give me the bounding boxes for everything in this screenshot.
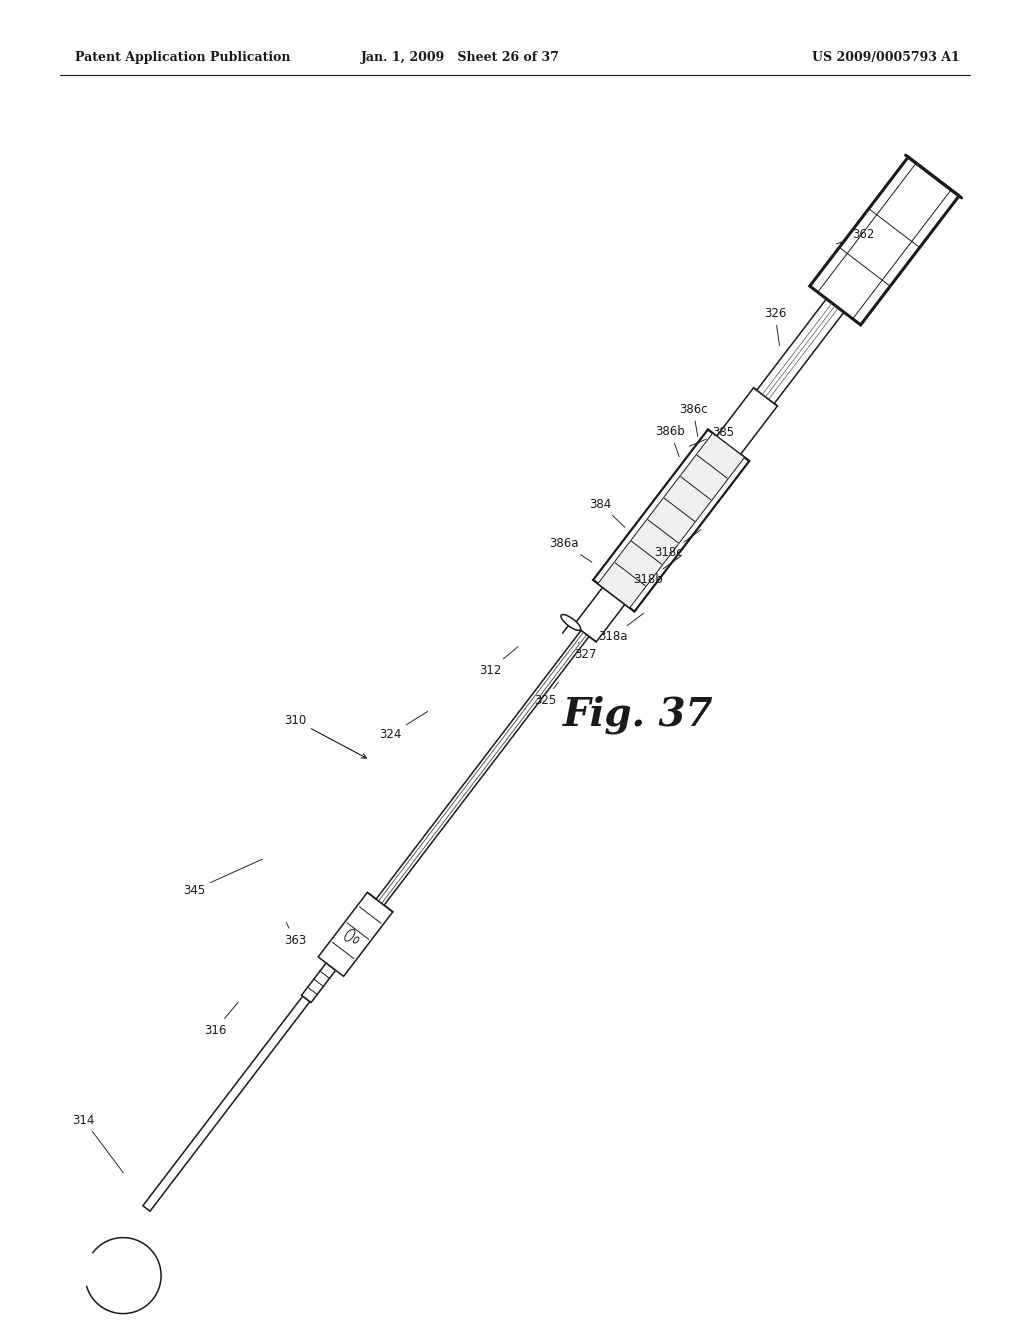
Text: 318a: 318a [598,614,643,643]
Polygon shape [301,964,336,1002]
Ellipse shape [345,929,355,941]
Polygon shape [593,429,750,611]
Text: 384: 384 [590,498,625,527]
Polygon shape [574,587,625,642]
Polygon shape [142,997,310,1212]
Text: 316: 316 [204,1002,239,1036]
Text: 314: 314 [73,1114,123,1172]
Text: 327: 327 [573,643,596,661]
Text: 310: 310 [284,714,367,758]
Text: 318b: 318b [633,557,681,586]
Text: 386c: 386c [679,403,708,437]
Polygon shape [717,388,777,454]
Polygon shape [318,892,393,977]
Ellipse shape [561,615,581,631]
Text: US 2009/0005793 A1: US 2009/0005793 A1 [812,51,961,65]
Text: 324: 324 [379,711,428,742]
Text: Patent Application Publication: Patent Application Publication [75,51,291,65]
Text: 363: 363 [284,923,306,946]
Text: 386a: 386a [550,537,592,562]
Text: 325: 325 [534,682,558,706]
Text: 345: 345 [182,859,262,896]
Text: Jan. 1, 2009   Sheet 26 of 37: Jan. 1, 2009 Sheet 26 of 37 [360,51,559,65]
Text: 326: 326 [764,306,786,346]
Polygon shape [376,631,589,906]
Text: 362: 362 [837,228,874,244]
Text: Fig. 37: Fig. 37 [563,696,714,734]
Polygon shape [757,298,844,404]
Text: 386b: 386b [655,425,685,457]
Text: 385: 385 [689,426,734,446]
Polygon shape [598,433,744,609]
Ellipse shape [353,937,358,942]
Polygon shape [810,157,959,325]
Text: 318c: 318c [654,529,701,560]
Text: 312: 312 [479,647,518,676]
